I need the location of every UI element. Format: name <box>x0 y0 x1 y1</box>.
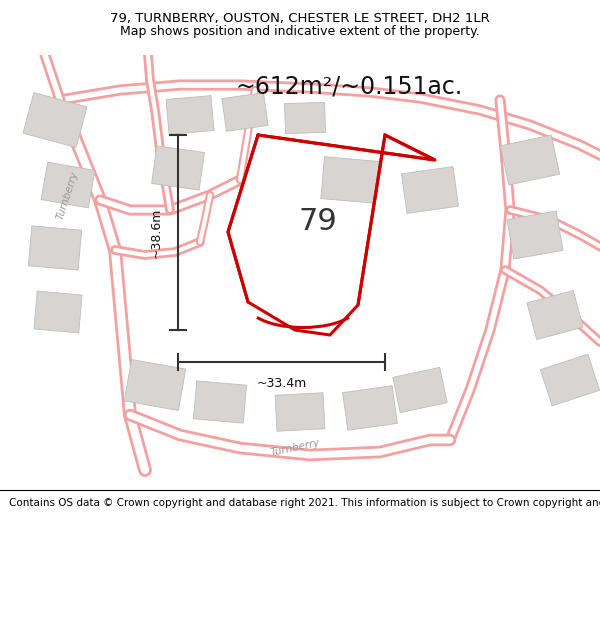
Bar <box>500 135 560 185</box>
Text: 79: 79 <box>299 208 337 236</box>
Bar <box>34 291 82 333</box>
Bar <box>23 92 87 148</box>
Text: ~38.6m: ~38.6m <box>150 208 163 258</box>
Bar <box>222 92 268 131</box>
Text: Contains OS data © Crown copyright and database right 2021. This information is : Contains OS data © Crown copyright and d… <box>9 498 600 508</box>
Bar <box>193 381 247 423</box>
Text: ~612m²/~0.151ac.: ~612m²/~0.151ac. <box>235 75 462 99</box>
Bar <box>152 146 205 190</box>
Bar <box>41 162 95 208</box>
Bar <box>507 211 563 259</box>
Text: Turnberry: Turnberry <box>269 438 321 458</box>
Bar <box>321 157 379 203</box>
Bar <box>284 102 326 134</box>
Bar <box>527 291 583 339</box>
Text: ~33.4m: ~33.4m <box>256 377 307 390</box>
Bar <box>393 368 447 413</box>
Bar <box>166 96 214 134</box>
Text: Turnberry: Turnberry <box>55 169 80 221</box>
Bar <box>541 354 599 406</box>
Bar <box>401 167 458 213</box>
Text: 79, TURNBERRY, OUSTON, CHESTER LE STREET, DH2 1LR: 79, TURNBERRY, OUSTON, CHESTER LE STREET… <box>110 12 490 25</box>
Bar <box>124 359 186 411</box>
Bar <box>275 392 325 431</box>
Bar <box>343 386 397 430</box>
Bar <box>28 226 82 270</box>
Text: Map shows position and indicative extent of the property.: Map shows position and indicative extent… <box>120 26 480 39</box>
